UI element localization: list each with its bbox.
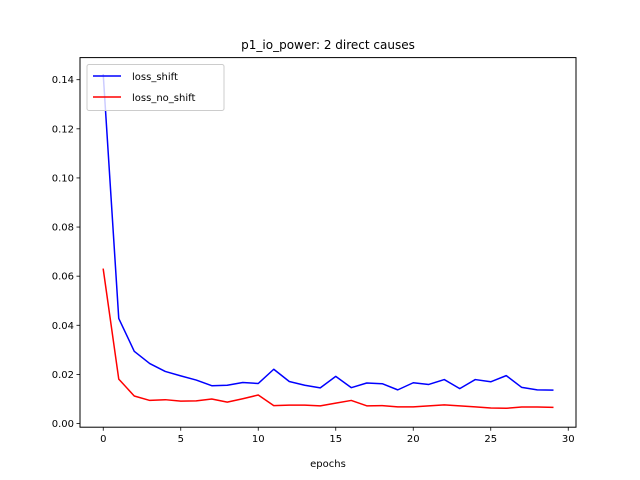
series-line-loss-no-shift	[102, 268, 554, 410]
x-tick-label: 15	[329, 434, 342, 445]
legend-label: loss_no_shift	[132, 93, 195, 104]
y-tick-label: 0.00	[52, 419, 74, 430]
series-layer	[102, 73, 554, 410]
x-axis-label: epochs	[310, 459, 346, 470]
x-tick-label: 10	[252, 434, 265, 445]
x-axis-ticks: 0 5 10 15 20 25 30	[100, 427, 575, 445]
y-tick-label: 0.12	[52, 124, 74, 135]
x-tick-label: 0	[100, 434, 106, 445]
legend-box	[86, 64, 225, 111]
x-tick-label: 20	[407, 434, 420, 445]
x-tick-label: 25	[484, 434, 497, 445]
y-tick-label: 0.14	[52, 75, 74, 86]
y-tick-label: 0.06	[52, 272, 74, 283]
chart-title: p1_io_power: 2 direct causes	[241, 38, 415, 52]
legend: loss_shift loss_no_shift	[86, 64, 225, 111]
y-axis-ticks: 0.00 0.02 0.04 0.06 0.08 0.10 0.12 0.14	[52, 75, 80, 430]
x-tick-label: 5	[178, 434, 184, 445]
series-line-loss-shift	[102, 73, 554, 391]
legend-label: loss_shift	[132, 72, 178, 83]
plot-area	[80, 57, 576, 428]
plot-frame	[79, 57, 577, 428]
y-tick-label: 0.10	[52, 173, 74, 184]
y-tick-label: 0.04	[52, 321, 74, 332]
y-tick-label: 0.08	[52, 223, 74, 234]
y-tick-label: 0.02	[52, 370, 74, 381]
x-tick-label: 30	[562, 434, 575, 445]
